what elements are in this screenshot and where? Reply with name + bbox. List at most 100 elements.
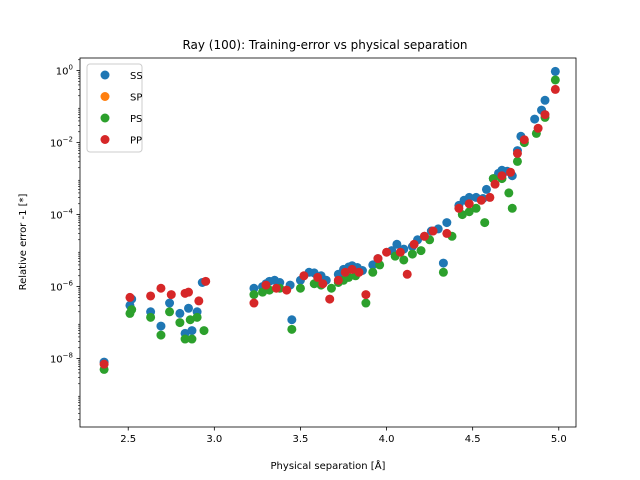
point-ps-7 (180, 334, 190, 344)
point-pp-7 (194, 296, 204, 306)
point-ps-47 (550, 75, 560, 85)
point-pp-28 (428, 226, 438, 236)
chart-title: Ray (100): Training-error vs physical se… (182, 38, 467, 52)
point-ps-6 (175, 318, 185, 328)
y-tick-label-0: 10−8 (50, 352, 73, 366)
point-pp-26 (409, 239, 419, 249)
point-ps-26 (368, 267, 378, 277)
legend-marker-ps (100, 113, 110, 123)
y-axis: 10−8 10−6 10−4 10−2 100 (50, 59, 80, 421)
point-ss-9 (187, 326, 197, 336)
point-ss-45 (464, 192, 474, 202)
point-ps-8 (185, 315, 195, 325)
point-ss-59 (550, 66, 560, 76)
point-ps-31 (416, 246, 426, 256)
point-pp-21 (361, 290, 371, 300)
point-ss-58 (540, 95, 550, 105)
point-ps-38 (480, 218, 490, 228)
point-ss-48 (481, 184, 491, 194)
point-pp-3 (156, 283, 166, 293)
point-pp-13 (299, 271, 309, 281)
point-ps-3 (146, 312, 156, 322)
point-ps-9 (187, 334, 197, 344)
point-ps-20 (326, 283, 336, 293)
point-ps-5 (165, 307, 175, 317)
x-tick-label-0: 2.5 (120, 434, 136, 445)
point-ss-31 (368, 260, 378, 270)
x-tick-label-3: 4.0 (379, 434, 395, 445)
point-pp-33 (485, 192, 495, 202)
point-ss-42 (442, 218, 452, 228)
point-pp-9 (249, 298, 259, 308)
point-pp-41 (550, 84, 560, 94)
point-pp-1 (125, 292, 135, 302)
point-pp-24 (395, 247, 405, 257)
point-ps-36 (464, 207, 474, 217)
point-pp-38 (519, 135, 529, 145)
legend-label-ps: PS (130, 114, 142, 125)
point-pp-17 (333, 275, 343, 285)
point-pp-27 (419, 231, 429, 241)
point-pp-18 (340, 267, 350, 277)
point-ps-12 (249, 290, 259, 300)
point-pp-14 (313, 272, 323, 282)
y-tick-label-2: 10−4 (50, 208, 74, 222)
point-pp-8 (201, 276, 211, 286)
point-ps-37 (471, 203, 481, 213)
point-ps-16 (287, 324, 297, 334)
point-ps-43 (512, 156, 522, 166)
legend-frame (86, 63, 143, 153)
point-pp-12 (282, 285, 292, 295)
point-pp-34 (490, 179, 500, 189)
point-pp-0 (99, 359, 109, 369)
point-ss-56 (530, 114, 540, 124)
legend: SS SP PS PP (86, 63, 143, 153)
point-ps-33 (438, 267, 448, 277)
point-pp-30 (454, 203, 464, 213)
point-pp-36 (506, 167, 516, 177)
y-tick-label-1: 10−6 (50, 280, 74, 294)
point-ps-13 (258, 287, 268, 297)
point-ss-6 (175, 308, 185, 318)
point-pp-16 (325, 294, 335, 304)
point-pp-40 (540, 110, 550, 120)
x-tick-label-4: 4.5 (465, 434, 481, 445)
point-pp-31 (464, 199, 474, 209)
x-tick-label-2: 3.5 (292, 434, 308, 445)
point-ps-4 (156, 330, 166, 340)
x-tick-label-5: 5.0 (551, 434, 567, 445)
y-axis-label: Relative error -1 [*] (18, 193, 29, 290)
point-ss-5 (165, 298, 175, 308)
point-pp-15 (318, 279, 328, 289)
point-ps-30 (407, 249, 417, 259)
point-pp-10 (261, 280, 271, 290)
point-pp-19 (347, 264, 357, 274)
x-tick-label-1: 3.0 (206, 434, 222, 445)
point-pp-11 (271, 283, 281, 293)
point-pp-22 (373, 254, 383, 264)
point-ps-41 (504, 188, 514, 198)
point-ss-41 (438, 258, 448, 268)
point-ss-34 (392, 239, 402, 249)
plot-area (79, 57, 577, 428)
legend-marker-sp (100, 92, 110, 101)
point-pp-29 (442, 228, 452, 238)
point-ps-10 (192, 312, 202, 322)
point-pp-6 (184, 287, 193, 297)
y-tick-label-3: 10−2 (50, 136, 73, 150)
y-tick-label-4: 100 (56, 64, 73, 78)
legend-marker-ss (100, 70, 110, 80)
point-pp-25 (402, 269, 412, 279)
point-pp-35 (497, 171, 507, 181)
point-pp-20 (354, 267, 364, 277)
point-ps-2 (127, 305, 137, 315)
point-pp-32 (476, 195, 486, 205)
x-axis-label: Physical separation [Å] (271, 459, 386, 472)
legend-label-ss: SS (130, 71, 143, 82)
point-ps-42 (507, 203, 517, 213)
point-ss-12 (249, 283, 259, 293)
legend-marker-pp (100, 135, 110, 144)
point-ps-29 (399, 255, 409, 265)
legend-label-sp: SP (130, 93, 142, 104)
